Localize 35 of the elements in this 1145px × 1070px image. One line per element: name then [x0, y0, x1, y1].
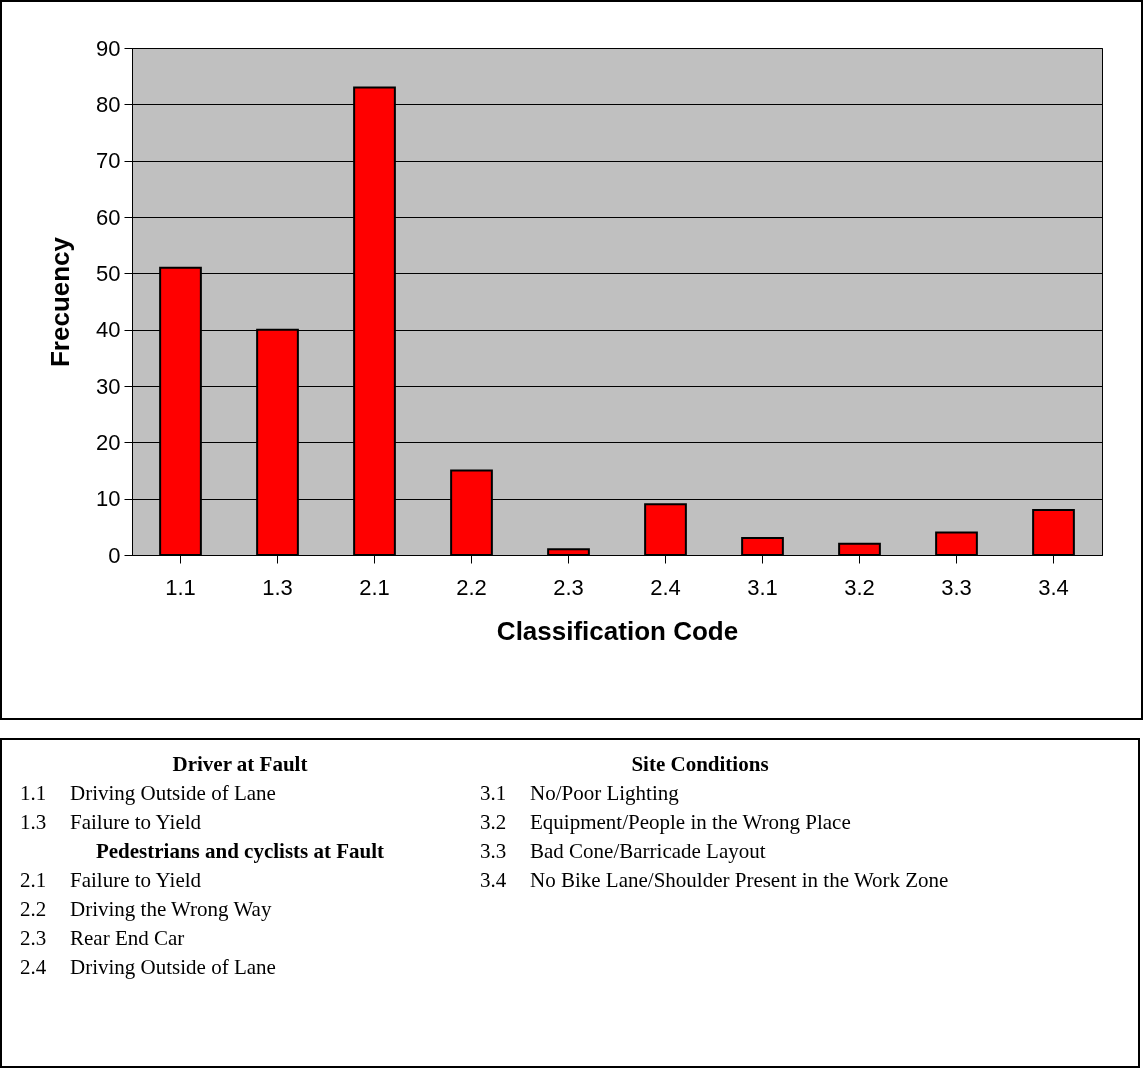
- x-tick-label: 3.3: [941, 574, 972, 600]
- text: 1.3 Failure to Yield: [20, 810, 202, 835]
- text: Site Conditions: [630, 752, 770, 777]
- text: 3.2 Equipment/People in the Wrong Place: [480, 810, 851, 835]
- text: 3.1 No/Poor Lighting: [480, 781, 679, 806]
- y-tick-label: 30: [96, 373, 121, 399]
- text: 2.1 Failure to Yield: [20, 868, 202, 893]
- y-tick-label: 70: [96, 148, 121, 174]
- y-tick-label: 90: [96, 35, 121, 61]
- y-tick-label: 0: [108, 542, 121, 568]
- x-tick-label: 3.4: [1038, 574, 1069, 600]
- x-tick-label: 2.3: [553, 574, 584, 600]
- text: 3.3 Bad Cone/Barricade Layout: [480, 839, 766, 864]
- x-tick-label: 2.4: [650, 574, 681, 600]
- text: 2.4 Driving Outside of Lane: [20, 955, 276, 980]
- x-tick-label: 2.2: [456, 574, 487, 600]
- x-tick-label: 1.3: [262, 574, 293, 600]
- text: 2.2 Driving the Wrong Way: [20, 897, 272, 922]
- y-tick-label: 20: [96, 429, 121, 455]
- text: 1.1 Driving Outside of Lane: [20, 781, 276, 806]
- text: Driver at Fault: [171, 752, 309, 777]
- text: 2.3 Rear End Car: [20, 926, 185, 951]
- x-tick-label: 2.1: [359, 574, 390, 600]
- x-tick-label: 1.1: [165, 574, 196, 600]
- x-tick-label: 3.1: [747, 574, 778, 600]
- y-tick-label: 60: [96, 204, 121, 230]
- y-tick-label: 10: [96, 486, 121, 512]
- y-tick-label: 80: [96, 91, 121, 117]
- text: Pedestrians and cyclists at Fault: [94, 839, 386, 864]
- y-axis-title: Frecuency: [45, 236, 76, 368]
- y-tick-label: 40: [96, 317, 121, 343]
- x-axis-title: Classification Code: [496, 615, 739, 646]
- text: 3.4 No Bike Lane/Shoulder Present in the Work Zone: [480, 868, 949, 893]
- x-tick-label: 3.2: [844, 574, 875, 600]
- y-tick-label: 50: [96, 260, 121, 286]
